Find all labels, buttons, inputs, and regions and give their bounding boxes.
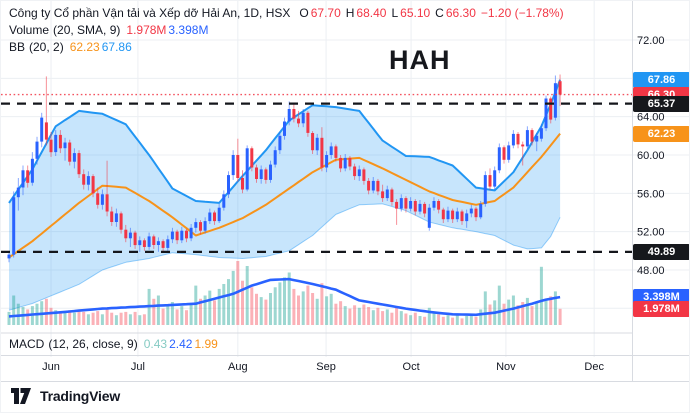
volume-badge-1.978M: 1.978M (633, 301, 689, 317)
volume-indicator-params: (20, SMA, 9) (53, 23, 121, 37)
svg-text:Nov: Nov (496, 361, 516, 373)
macd-legend-row[interactable]: MACD (12, 26, close, 9) 0.43 2.42 1.99 (9, 337, 218, 354)
candlestick-series (7, 74, 562, 263)
ohlc-high-label: H (345, 6, 355, 20)
macd-signal-value: 1.99 (194, 337, 218, 351)
svg-text:64.00: 64.00 (637, 112, 665, 124)
macd-hist-value: 0.43 (143, 337, 168, 351)
svg-text:Oct: Oct (403, 361, 420, 373)
bb-indicator-params: (20, 2) (29, 40, 64, 54)
bb-basis-value: 62.23 (69, 40, 100, 54)
volume-legend-row[interactable]: Volume (20, SMA, 9) 1.978M 3.398M (9, 23, 564, 40)
time-axis[interactable]: Jun Jul Aug Sep Oct Nov Dec (42, 361, 604, 373)
macd-indicator-params: (12, 26, close, 9) (48, 337, 138, 351)
tradingview-logo[interactable]: TradingView (11, 388, 120, 404)
volume-indicator-name: Volume (9, 23, 50, 37)
price-badge-62.23: 62.23 (633, 126, 689, 142)
price-badge-49.89: 49.89 (633, 244, 689, 260)
svg-text:72.00: 72.00 (637, 35, 665, 47)
svg-text:Jul: Jul (131, 361, 145, 373)
svg-text:48.00: 48.00 (637, 265, 665, 277)
svg-text:56.00: 56.00 (637, 188, 665, 200)
ohlc-low-label: L (391, 6, 399, 20)
svg-text:Jun: Jun (42, 361, 60, 373)
volume-ma-line (8, 277, 561, 318)
ohlc-high-value: 68.40 (356, 6, 387, 20)
ohlc-open-label: O (299, 6, 309, 20)
bb-legend-row[interactable]: BB (20, 2) 62.23 67.86 (9, 40, 564, 57)
tradingview-logo-icon (11, 388, 31, 404)
pane-separators (1, 1, 689, 382)
price-badge-67.86: 67.86 (633, 72, 689, 88)
ohlc-close-label: C (435, 6, 444, 20)
macd-indicator-name: MACD (9, 337, 45, 351)
bb-upper-value: 67.86 (101, 40, 132, 54)
macd-line-value: 2.42 (169, 337, 193, 351)
symbol-watermark: HAH (389, 45, 451, 75)
horizontal-price-lines[interactable] (1, 93, 632, 253)
volume-ma-value: 3.398M (168, 23, 209, 37)
ohlc-low-value: 65.10 (400, 6, 431, 20)
svg-text:Aug: Aug (228, 361, 248, 373)
price-badge-65.37: 65.37 (633, 96, 689, 112)
svg-text:60.00: 60.00 (637, 150, 665, 162)
ohlc-close-value: 66.30 (445, 6, 476, 20)
legend-panel: Công ty Cổ phần Vận tải và Xếp dỡ Hải An… (9, 6, 564, 57)
svg-text:Dec: Dec (584, 361, 604, 373)
symbol-title: Công ty Cổ phần Vận tải và Xếp dỡ Hải An… (9, 6, 291, 20)
change-value: −1.20 (−1.78%) (480, 6, 564, 20)
symbol-legend-row[interactable]: Công ty Cổ phần Vận tải và Xếp dỡ Hải An… (9, 6, 564, 23)
bb-indicator-name: BB (9, 40, 26, 54)
svg-text:52.00: 52.00 (637, 227, 665, 239)
ohlc-open-value: 67.70 (310, 6, 341, 20)
svg-text:Sep: Sep (316, 361, 336, 373)
tradingview-logo-text: TradingView (40, 388, 121, 404)
bollinger-bands (8, 79, 562, 311)
volume-current-value: 1.978M (126, 23, 167, 37)
